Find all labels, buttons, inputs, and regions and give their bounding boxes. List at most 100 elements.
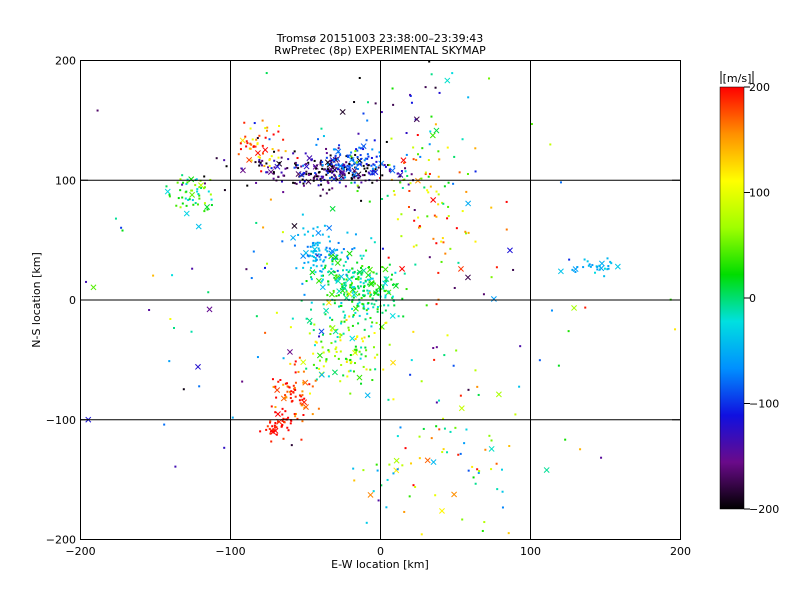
data-point-cross (164, 188, 171, 195)
data-point-dot (368, 172, 371, 175)
data-point-dot (392, 103, 395, 106)
data-point-dot (287, 158, 290, 161)
data-point-dot (356, 272, 359, 275)
data-point-dot (321, 333, 324, 336)
data-point-dot (279, 378, 282, 381)
data-point-dot (361, 340, 364, 343)
data-point-dot (342, 374, 345, 377)
data-point-dot (387, 256, 390, 259)
y-axis-label: N-S location [km] (30, 252, 43, 348)
data-point-dot (606, 257, 609, 260)
data-point-dot (374, 102, 377, 105)
data-point-dot (326, 168, 329, 171)
data-point-dot (268, 138, 271, 141)
data-point-dot (410, 359, 413, 362)
data-point-dot (324, 264, 327, 267)
data-point-dot (334, 157, 337, 160)
data-point-dot (305, 317, 308, 320)
data-point-dot (281, 240, 284, 243)
data-point-dot (427, 159, 430, 162)
data-point-dot (305, 367, 308, 370)
data-point-dot (302, 381, 305, 384)
data-point-dot (355, 277, 358, 280)
data-point-dot (295, 164, 298, 167)
data-point-dot (209, 193, 212, 196)
data-point-dot (369, 316, 372, 319)
data-point-dot (334, 348, 337, 351)
data-point-cross (383, 276, 390, 283)
data-point-dot (239, 148, 242, 151)
data-point-dot (463, 442, 466, 445)
data-point-dot (367, 266, 370, 269)
data-point-dot (314, 242, 317, 245)
data-point-dot (414, 263, 417, 266)
data-point-dot (298, 399, 301, 402)
data-point-dot (325, 169, 328, 172)
data-point-cross (368, 280, 375, 286)
data-point-dot (286, 390, 289, 393)
data-point-dot (333, 302, 336, 305)
data-point-dot (331, 187, 334, 190)
data-point-dot (306, 245, 309, 248)
data-point-dot (185, 204, 188, 207)
data-point-dot (266, 129, 269, 132)
data-point-cross (360, 143, 367, 150)
data-point-dot (446, 146, 449, 149)
data-point-dot (192, 203, 195, 206)
data-point-dot (352, 296, 355, 299)
data-point-dot (196, 188, 199, 191)
data-point-dot (363, 328, 366, 331)
data-point-dot (273, 150, 276, 153)
data-point-dot (310, 301, 313, 304)
data-point-dot (433, 214, 436, 217)
data-point-dot (325, 358, 328, 361)
data-point-cross (254, 150, 261, 156)
data-point-dot (330, 171, 333, 174)
data-point-dot (490, 276, 493, 279)
data-point-dot (342, 269, 345, 272)
data-point-cross (367, 491, 374, 498)
data-point-dot (384, 276, 387, 279)
data-point-dot (297, 233, 300, 236)
data-point-dot (355, 349, 358, 352)
data-point-dot (293, 386, 296, 389)
data-point-dot (407, 205, 410, 208)
data-point-dot (408, 495, 411, 498)
data-point-dot (323, 224, 326, 227)
data-point-dot (328, 169, 331, 172)
data-point-dot (302, 184, 305, 187)
data-point-dot (284, 396, 287, 399)
data-point-cross (557, 268, 564, 275)
data-point-dot (307, 161, 310, 164)
data-point-dot (321, 233, 324, 236)
data-point-dot (443, 354, 446, 357)
data-point-dot (370, 277, 373, 280)
data-point-dot (371, 277, 374, 280)
data-point-dot (414, 485, 417, 488)
data-point-dot (356, 261, 359, 264)
data-point-dot (388, 263, 391, 266)
data-point-dot (336, 248, 339, 251)
data-point-cross (274, 163, 281, 170)
data-point-cross (458, 265, 464, 272)
data-point-dot (375, 272, 378, 275)
data-point-dot (316, 178, 319, 181)
data-point-dot (338, 181, 341, 184)
data-point-dot (343, 282, 346, 285)
data-point-dot (589, 265, 592, 268)
data-point-dot (305, 280, 308, 283)
data-point-dot (442, 448, 445, 451)
data-point-dot (309, 266, 312, 269)
data-point-dot (358, 176, 361, 179)
data-point-dot (407, 183, 410, 186)
data-point-dot (286, 382, 289, 385)
data-point-dot (396, 218, 399, 221)
data-point-cross (332, 254, 339, 261)
data-point-dot (357, 177, 360, 180)
data-point-dot (310, 250, 313, 253)
data-point-dot (314, 250, 317, 253)
data-point-dot (348, 169, 351, 172)
data-point-dot (356, 304, 359, 307)
data-point-dot (364, 318, 367, 321)
data-point-dot (358, 301, 361, 304)
